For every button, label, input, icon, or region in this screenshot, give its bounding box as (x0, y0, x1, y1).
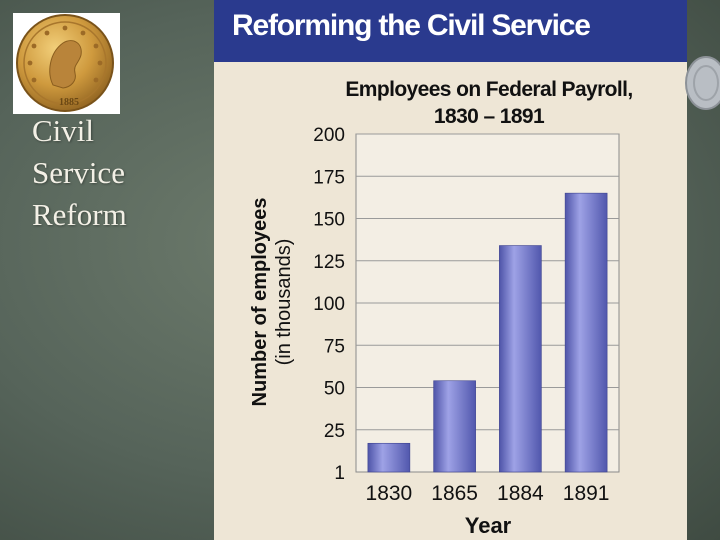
y-tick-label: 125 (313, 252, 345, 273)
slide-title-line: Service (32, 155, 125, 190)
x-tick-label: 1884 (497, 482, 544, 505)
panel-title: Reforming the Civil Service (232, 9, 591, 42)
x-tick-label: 1865 (431, 482, 478, 505)
x-tick-label: 1891 (563, 482, 610, 505)
chart-title-line-2: 1830 – 1891 (434, 105, 545, 128)
x-axis-label: Year (465, 513, 512, 538)
coin-year: 1885 (59, 97, 79, 108)
bar-1891 (564, 192, 608, 473)
chart-title-line-1: Employees on Federal Payroll, (345, 78, 632, 101)
y-axis-sublabel: (in thousands) (273, 239, 295, 366)
y-tick-label: 175 (313, 167, 345, 188)
bar-chart: Employees on Federal Payroll, 1830 – 189… (249, 78, 633, 538)
y-tick-label: 75 (324, 336, 345, 357)
y-tick-label: 200 (313, 125, 345, 146)
panel-header: Reforming the Civil Service (214, 0, 687, 62)
y-tick-label: 150 (313, 210, 345, 231)
slide-title-line: Civil (32, 113, 95, 148)
slide-title: Civil Service Reform (32, 110, 212, 236)
y-axis-label: Number of employees (249, 198, 271, 407)
y-tick-label: 25 (324, 421, 345, 442)
y-tick-label: 100 (313, 294, 345, 315)
bar-1884 (499, 245, 542, 473)
decorative-object (680, 55, 720, 115)
bar-1830 (367, 442, 411, 473)
slide-title-line: Reform (32, 197, 127, 232)
y-tick-label: 1 (334, 463, 345, 484)
x-tick-label: 1830 (366, 482, 413, 505)
y-tick-label: 50 (324, 379, 345, 400)
bar-1865 (433, 380, 476, 473)
gold-coin-image: 1885 (13, 13, 120, 114)
